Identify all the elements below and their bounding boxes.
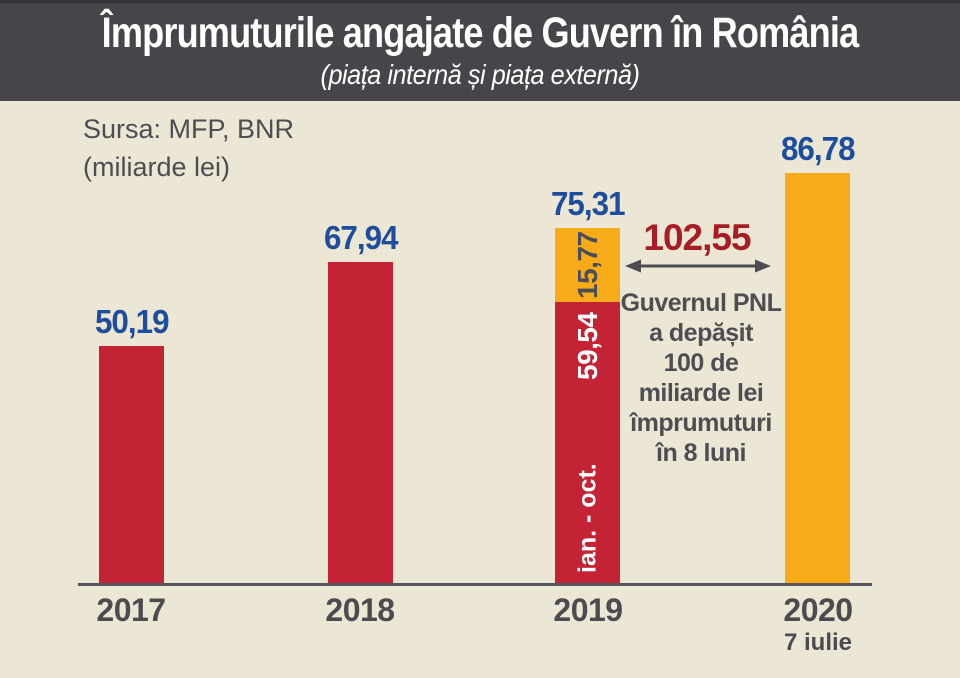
bar-group-2017: 50,19 — [95, 303, 169, 583]
annotation-line: a depășit — [649, 319, 753, 347]
source-label: Sursa: MFP, BNR (miliarde lei) — [83, 110, 294, 186]
annotation-text: Guvernul PNL a depășit 100 de miliarde l… — [606, 288, 796, 468]
segment-inner-label: ian. - oct. 59,54 — [572, 302, 604, 583]
page-title: Împrumuturile angajate de Guvern în Româ… — [101, 9, 860, 57]
annotation-line: miliarde lei — [638, 379, 764, 407]
header-banner: Împrumuturile angajate de Guvern în Româ… — [0, 0, 960, 103]
source-line: Sursa: MFP, BNR — [83, 114, 295, 144]
annotation-total: 102,55 — [643, 217, 751, 258]
x-tick-2018: 2018 — [325, 592, 395, 628]
annotation-line: 100 de — [663, 349, 739, 377]
segment-period-label: ian. - oct. — [573, 463, 601, 573]
bar-value-label-2018: 67,94 — [323, 219, 399, 256]
annotation-line: Guvernul PNL — [620, 289, 782, 317]
segment-value-label: 59,54 — [571, 312, 603, 380]
x-tick-2020-note: 7 iulie — [783, 629, 853, 656]
bar-2019-red-segment: ian. - oct. 59,54 — [555, 302, 620, 583]
bar-group-2018: 67,94 — [324, 219, 398, 583]
bar-2020 — [785, 173, 850, 583]
annotation-line: împrumuturi — [630, 409, 772, 437]
bar-2018 — [328, 262, 393, 583]
bar-group-2019: 75,31 15,77 ian. - oct. 59,54 — [551, 185, 625, 583]
page-subtitle: (piața internă și piața externă) — [320, 59, 640, 90]
bar-2017 — [99, 346, 164, 583]
unit-line: (miliarde lei) — [83, 152, 231, 182]
x-tick-2019: 2019 — [553, 592, 623, 628]
x-axis-line — [78, 583, 872, 586]
x-tick-2020: 2020 — [783, 592, 853, 628]
annotation-line: în 8 luni — [656, 439, 746, 467]
bar-value-label-2017: 50,19 — [94, 303, 170, 340]
bar-group-2020: 86,78 — [781, 130, 855, 583]
bar-value-label-2020: 86,78 — [780, 130, 856, 167]
double-arrow-icon — [625, 259, 771, 273]
bar-2019-yellow-segment: 15,77 — [555, 228, 620, 302]
x-tick-2017: 2017 — [96, 592, 166, 628]
bar-value-label-2019: 75,31 — [550, 185, 626, 222]
